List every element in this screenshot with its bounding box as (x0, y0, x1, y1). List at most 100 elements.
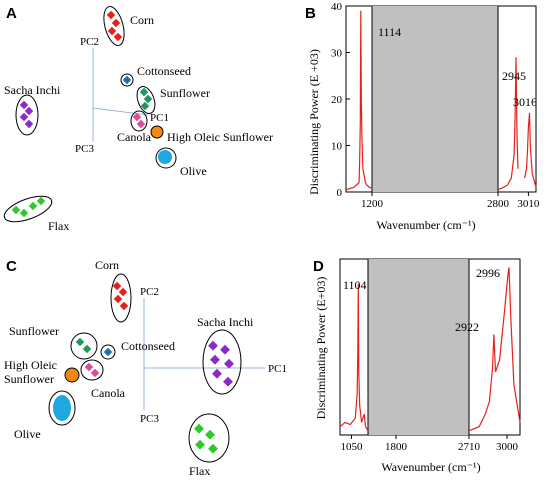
panel-a-cluster-corn (103, 6, 125, 46)
panel-c-label-high-oleic-2: Sunflower (4, 372, 54, 386)
panel-c-cluster-corn (110, 273, 132, 323)
cluster-outline (202, 329, 242, 395)
panel-d-xlabel: Wavenumber (cm⁻¹) (381, 460, 480, 474)
panel-a-pc3-label: PC3 (75, 143, 94, 155)
data-marker (111, 18, 121, 28)
cluster-outline (48, 390, 76, 426)
data-marker (64, 367, 80, 383)
cluster-outline (155, 147, 177, 169)
panel-b-y-tick-label: 10 (331, 141, 343, 153)
panel-a-label-sacha-inchi: Sacha Inchi (4, 83, 61, 97)
panel-a-label-olive: Olive (180, 164, 207, 178)
panel-d-letter: D (313, 258, 324, 275)
panel-b-ylabel: Discriminating Power (E +03) (307, 49, 321, 195)
data-marker (84, 362, 94, 372)
cluster-outline (110, 273, 132, 323)
data-marker (158, 150, 172, 164)
panel-b-plot: 0 10 20 30 40 1200 2800 3010 1114 2945 3016 (331, 1, 540, 210)
data-marker (24, 119, 34, 129)
panel-b-y-tick-label: 0 (337, 187, 343, 199)
data-marker (136, 119, 146, 129)
panel-c-label-cottonseed: Cottonseed (121, 339, 175, 353)
data-marker (19, 112, 29, 122)
data-marker (11, 205, 21, 215)
panel-a-cluster-high-oleic-sunflower (150, 125, 164, 139)
cluster-outline (15, 94, 39, 136)
data-marker (119, 301, 129, 311)
data-marker (103, 347, 113, 357)
data-marker (53, 395, 71, 421)
panel-b-y-tick-label: 30 (331, 48, 343, 60)
panel-c-label-sacha-inchi: Sacha Inchi (197, 315, 254, 329)
panel-c-cluster-canola (80, 359, 104, 381)
data-marker (224, 358, 234, 369)
panel-a-letter: A (6, 5, 17, 22)
panel-c-cluster-sacha-inchi (202, 329, 242, 395)
panel-c-label-corn: Corn (95, 258, 119, 272)
panel-d-spectrum-segment-0 (339, 284, 369, 432)
data-marker (139, 87, 149, 97)
panel-b-y-tick-label: 40 (331, 1, 343, 13)
data-marker (150, 125, 164, 139)
panel-d-plot: 1050 1800 2710 3000 1104 2996 2922 (339, 258, 521, 453)
data-marker (75, 337, 85, 347)
panel-a-cluster-sacha-inchi (15, 94, 39, 136)
data-marker (194, 423, 204, 434)
panel-c-pc2-label: PC2 (140, 286, 159, 298)
data-marker (220, 344, 230, 355)
panel-a-cluster-sunflower (136, 86, 156, 114)
cluster-outline (136, 86, 156, 114)
panel-c-cluster-flax (188, 413, 230, 463)
data-marker (143, 94, 153, 104)
panel-b-annotation-3016: 3016 (513, 95, 537, 109)
panel-d-shaded-gap (368, 259, 469, 435)
panel-a-label-flax: Flax (48, 219, 69, 233)
data-marker (19, 208, 29, 218)
cluster-outline (100, 344, 116, 360)
panel-c-label-olive: Olive (14, 427, 41, 441)
panel-c-label-canola: Canola (91, 386, 126, 400)
panel-a-label-canola: Canola (117, 130, 152, 144)
panel-a-label-high-oleic-sunflower: High Oleic Sunflower (167, 130, 273, 144)
panel-b-x-tick-label: 3010 (517, 198, 540, 210)
data-marker (210, 354, 220, 365)
data-marker (113, 32, 123, 42)
data-marker (36, 196, 46, 206)
panel-c-cluster-sunflower (70, 332, 98, 360)
data-marker (113, 294, 123, 304)
cluster-outline (70, 332, 98, 360)
panel-d-x-tick-label: 1050 (340, 441, 363, 453)
data-marker (205, 429, 215, 440)
panel-a-label-cottonseed: Cottonseed (137, 64, 191, 78)
cluster-outline (80, 359, 104, 381)
cluster-outline (120, 73, 134, 87)
data-marker (107, 26, 117, 36)
panel-a-cluster-flax (3, 195, 53, 223)
data-marker (24, 106, 34, 116)
panel-d-x-tick-label: 3000 (496, 441, 519, 453)
data-marker (90, 368, 100, 378)
panel-b-xlabel: Wavenumber (cm⁻¹) (376, 218, 475, 232)
panel-c-label-high-oleic-1: High Oleic (4, 358, 57, 372)
cluster-outline (103, 6, 125, 46)
panel-b-x-tick-label: 1200 (361, 198, 384, 210)
panel-a-cluster-cottonseed (120, 73, 134, 87)
data-marker (140, 101, 150, 111)
panel-b-y-tick-labels: 0 10 20 30 40 (331, 1, 350, 199)
panel-c-pc3-label: PC3 (140, 413, 159, 425)
cluster-outline (3, 195, 53, 223)
panel-c-cluster-olive (48, 390, 76, 426)
panel-c-label-flax: Flax (189, 464, 210, 478)
panel-d-annotation-2922: 2922 (455, 320, 479, 334)
panel-d-x-tick-labels: 1050 1800 2710 3000 (340, 435, 519, 453)
data-marker (132, 112, 142, 122)
data-marker (208, 443, 218, 454)
data-marker (118, 287, 128, 297)
panel-b-spectrum-segment-0 (345, 10, 373, 191)
panel-c-label-sunflower: Sunflower (9, 324, 59, 338)
data-marker (208, 340, 218, 351)
panel-b-spectrum-segment-1 (497, 57, 519, 191)
data-marker (28, 201, 38, 211)
